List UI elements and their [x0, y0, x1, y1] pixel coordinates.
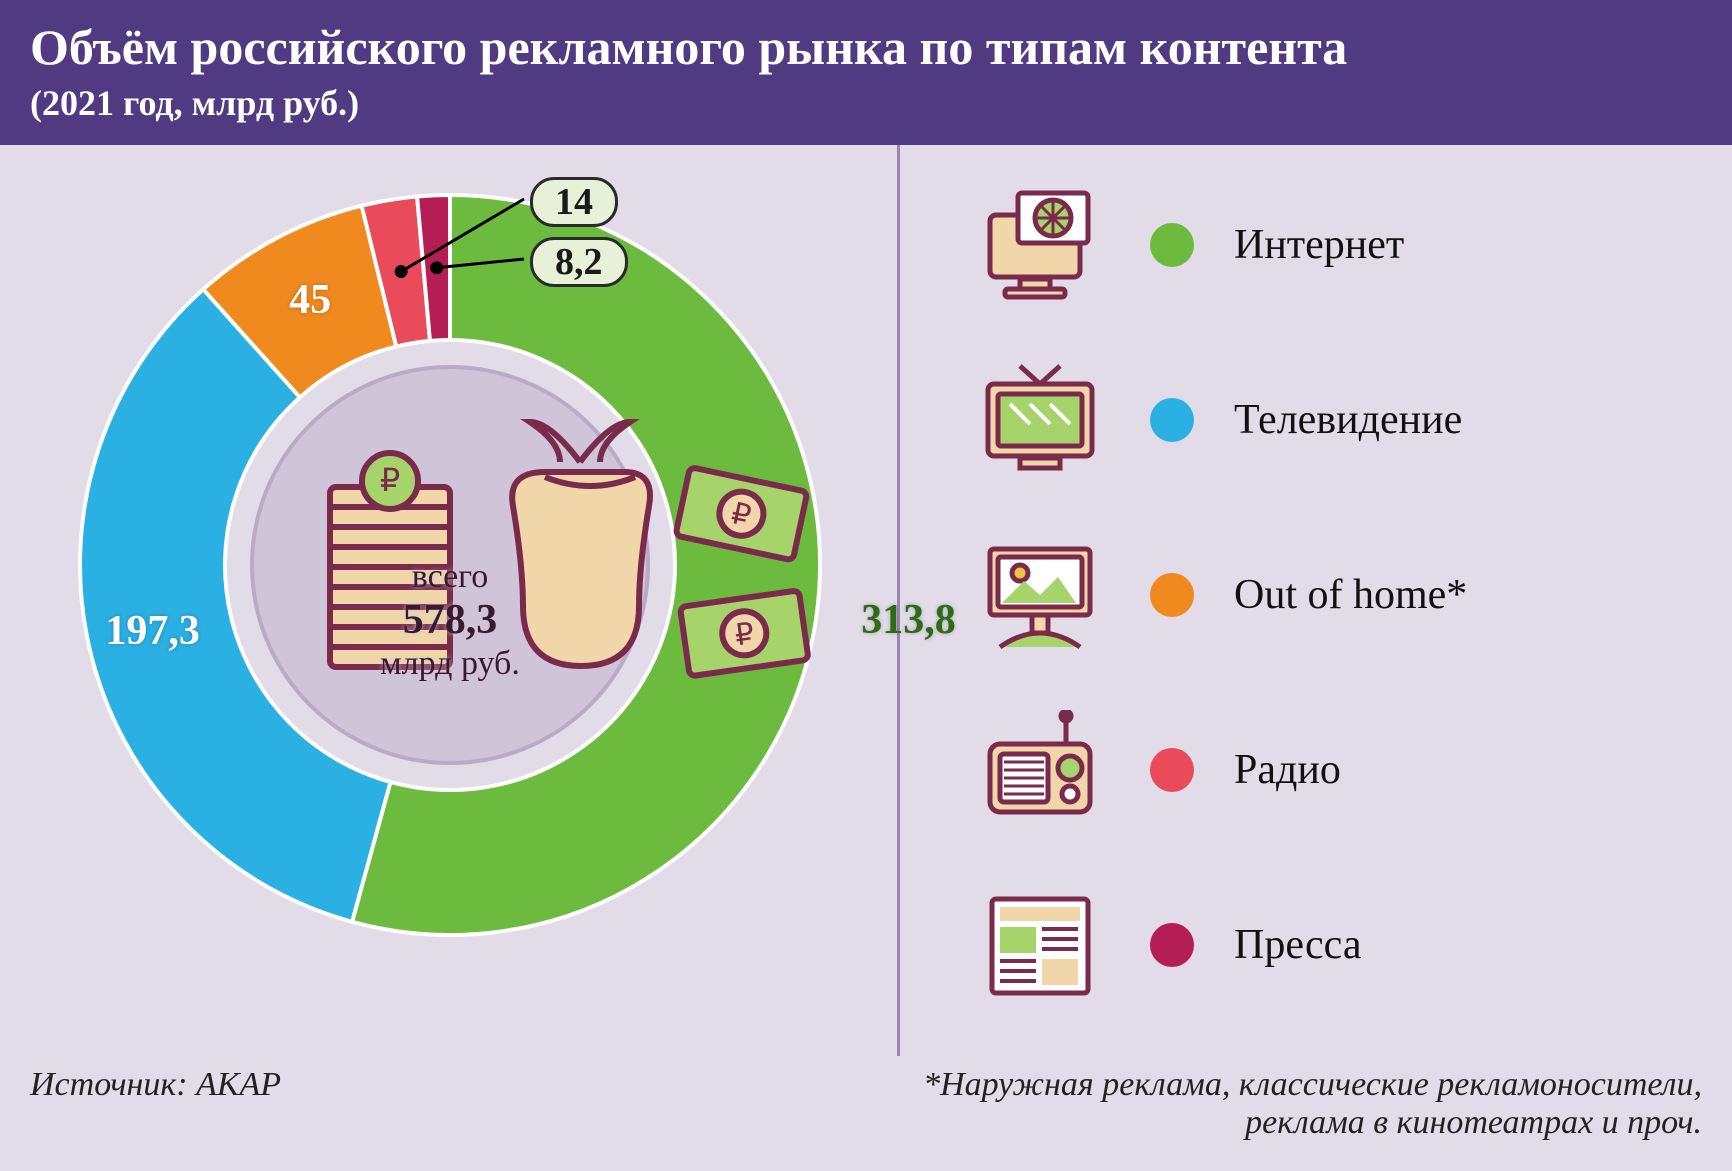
- legend-item-press: Пресса: [970, 885, 1702, 1005]
- total-word: всего: [380, 557, 520, 596]
- source-label: Источник: АКАР: [30, 1066, 281, 1104]
- header: Объём российского рекламного рынка по ти…: [0, 0, 1732, 145]
- legend-item-ooh: Out of home*: [970, 535, 1702, 655]
- chart-body: ₽ ₽: [0, 145, 1732, 1056]
- legend-item-internet: Интернет: [970, 185, 1702, 305]
- billboard-icon: [970, 535, 1110, 655]
- callout-radio: 14: [530, 177, 618, 227]
- legend-dot: [1150, 748, 1194, 792]
- legend-label: Интернет: [1234, 221, 1404, 269]
- callout-press: 8,2: [530, 237, 628, 287]
- radio-icon: [970, 710, 1110, 830]
- globe-monitor-icon: [970, 185, 1110, 305]
- center-total: всего 578,3 млрд руб.: [380, 557, 520, 683]
- legend-label: Телевидение: [1234, 396, 1462, 444]
- legend-dot: [1150, 573, 1194, 617]
- chart-title: Объём российского рекламного рынка по ти…: [30, 18, 1702, 76]
- chart-subtitle: (2021 год, млрд руб.): [30, 82, 1702, 124]
- chart-panel: ₽ ₽: [0, 145, 900, 1056]
- legend-item-radio: Радио: [970, 710, 1702, 830]
- footer: Источник: АКАР *Наружная реклама, класси…: [0, 1056, 1732, 1171]
- total-unit: млрд руб.: [380, 644, 520, 683]
- legend-label: Пресса: [1234, 921, 1361, 969]
- footnote: *Наружная реклама, классические рекламон…: [802, 1066, 1702, 1142]
- donut-wrap: ₽ ₽: [50, 165, 850, 965]
- legend-dot: [1150, 398, 1194, 442]
- legend-dot: [1150, 223, 1194, 267]
- legend-dot: [1150, 923, 1194, 967]
- legend-panel: Интернет Телевидение Out of home* Радио Прес…: [900, 145, 1732, 1056]
- legend-item-tv: Телевидение: [970, 360, 1702, 480]
- legend-label: Out of home*: [1234, 571, 1467, 619]
- tv-icon: [970, 360, 1110, 480]
- legend-label: Радио: [1234, 746, 1341, 794]
- newspaper-icon: [970, 885, 1110, 1005]
- total-value: 578,3: [380, 596, 520, 644]
- legend: Интернет Телевидение Out of home* Радио Прес…: [970, 185, 1702, 1005]
